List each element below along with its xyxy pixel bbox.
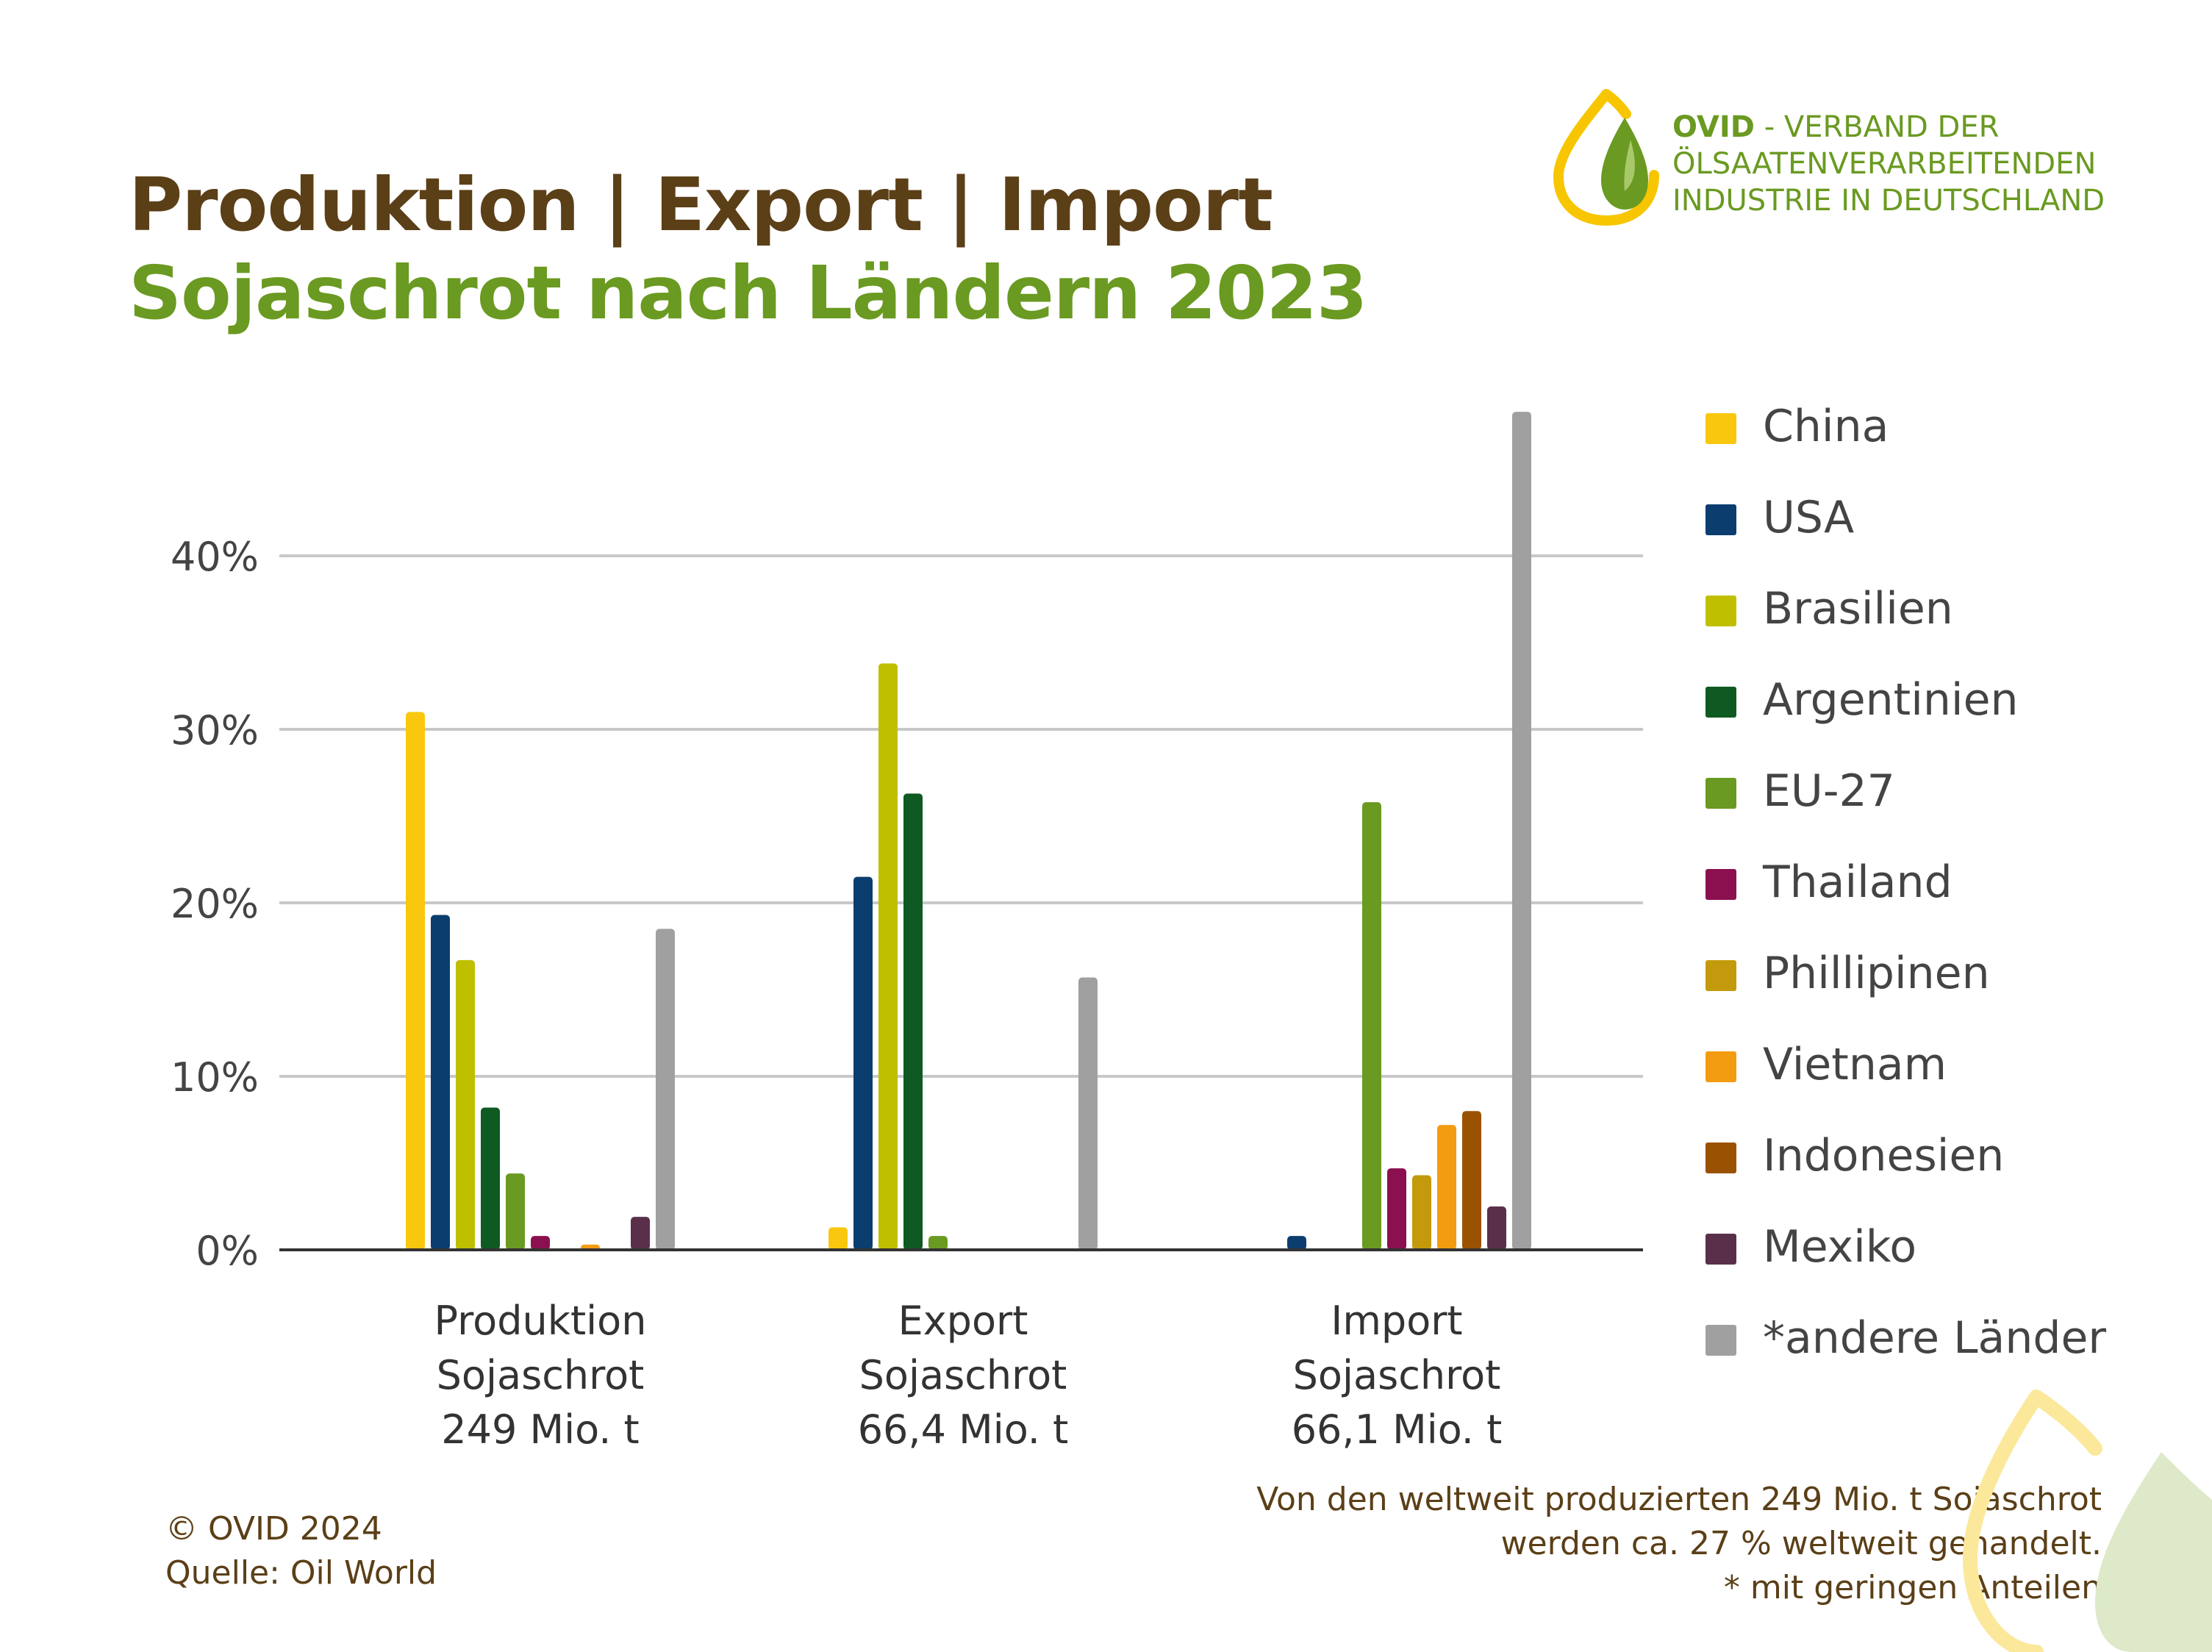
legend-swatch — [1705, 687, 1736, 718]
bar — [631, 1217, 650, 1250]
legend-swatch — [1705, 504, 1736, 535]
source-text: Quelle: Oil World — [165, 1554, 437, 1592]
x-category-label-line: Import — [1331, 1298, 1463, 1344]
legend-item: USA — [1705, 488, 2183, 554]
note-line-2: werden ca. 27 % weltweit gehandelt. — [1500, 1525, 2102, 1562]
bar — [1437, 1125, 1456, 1250]
note-line-1: Von den weltweit produzierten 249 Mio. t… — [1256, 1481, 2102, 1518]
chart-subtitle: Sojaschrot nach Ländern 2023 — [129, 250, 1367, 336]
decorative-drop-icon — [1962, 1390, 2212, 1652]
bar — [828, 1227, 848, 1250]
bar — [878, 663, 898, 1250]
bar — [1487, 1206, 1506, 1250]
legend-label: Brasilien — [1763, 583, 1953, 634]
y-tick-label: 10% — [171, 1054, 259, 1101]
legend-swatch — [1705, 596, 1736, 626]
bar — [928, 1236, 948, 1250]
legend-item: Phillipinen — [1705, 944, 2183, 1010]
x-category-label-line: Sojaschrot — [1292, 1352, 1501, 1398]
bar — [531, 1236, 550, 1250]
copyright-text: © OVID 2024 — [165, 1510, 382, 1548]
legend-label: Mexiko — [1763, 1221, 1917, 1273]
legend-label: Vietnam — [1763, 1039, 1947, 1090]
logo-line1: - VERBAND DER — [1754, 110, 2000, 144]
legend-item: Brasilien — [1705, 579, 2183, 646]
footer-credits: © OVID 2024 Quelle: Oil World — [165, 1507, 437, 1595]
chart-title: Produktion | Export | Import — [129, 162, 1273, 248]
bar — [903, 793, 923, 1250]
oil-drop-icon — [1553, 89, 1659, 226]
legend-label: Argentinien — [1763, 674, 2019, 726]
bar — [1387, 1168, 1406, 1250]
x-category-label-line: Sojaschrot — [859, 1352, 1067, 1398]
legend-item: *andere Länder — [1705, 1309, 2183, 1375]
bar — [431, 915, 450, 1250]
legend-swatch — [1705, 960, 1736, 991]
legend-swatch — [1705, 1051, 1736, 1082]
legend-swatch — [1705, 778, 1736, 809]
bar — [853, 876, 873, 1250]
legend-label: China — [1763, 401, 1889, 452]
bar — [456, 959, 475, 1250]
y-tick-label: 40% — [171, 534, 259, 580]
legend-swatch — [1705, 413, 1736, 444]
legend-label: Phillipinen — [1763, 948, 1990, 999]
x-category-label-line: 66,4 Mio. t — [857, 1406, 1069, 1453]
legend-item: Mexiko — [1705, 1217, 2183, 1284]
bar — [1362, 802, 1381, 1250]
y-tick-label: 0% — [196, 1228, 259, 1274]
bar — [1287, 1236, 1306, 1250]
bar — [506, 1173, 525, 1250]
legend-item: Indonesien — [1705, 1126, 2183, 1192]
legend-label: Thailand — [1763, 857, 1952, 908]
legend-label: *andere Länder — [1763, 1312, 2107, 1364]
x-category-label: Import Sojaschrot 66,1 Mio. t — [1250, 1294, 1544, 1457]
bar — [1462, 1111, 1481, 1250]
legend-item: Argentinien — [1705, 671, 2183, 737]
ovid-logo: OVID - VERBAND DER ÖLSAATENVERARBEITENDE… — [1544, 88, 2212, 228]
legend-label: Indonesien — [1763, 1130, 2005, 1181]
legend-swatch — [1705, 869, 1736, 900]
legend-swatch — [1705, 1234, 1736, 1265]
legend-item: China — [1705, 397, 2183, 463]
bar-chart: 0% 10% 20% 30% 40% — [171, 412, 1643, 1274]
legend-item: Vietnam — [1705, 1035, 2183, 1101]
footer-note: Von den weltweit produzierten 249 Mio. t… — [1256, 1478, 2102, 1610]
logo-line2: ÖLSAATENVERARBEITENDEN — [1672, 147, 2097, 181]
logo-line3: INDUSTRIE IN DEUTSCHLAND — [1672, 184, 2105, 218]
x-category-label-line: 66,1 Mio. t — [1291, 1406, 1503, 1453]
note-line-3: * mit geringen Anteilen — [1723, 1569, 2102, 1606]
legend-item: Thailand — [1705, 853, 2183, 919]
bar — [1412, 1175, 1431, 1250]
legend-swatch — [1705, 1143, 1736, 1173]
x-category-label-line: Sojaschrot — [436, 1352, 645, 1398]
x-category-label: Produktion Sojaschrot 249 Mio. t — [393, 1294, 687, 1457]
legend-label: USA — [1763, 492, 1855, 543]
x-category-label-line: 249 Mio. t — [441, 1406, 640, 1453]
legend-item: EU-27 — [1705, 762, 2183, 828]
x-category-label: Export Sojaschrot 66,4 Mio. t — [816, 1294, 1110, 1457]
y-tick-label: 30% — [171, 707, 259, 754]
legend-swatch — [1705, 1325, 1736, 1356]
bar — [406, 712, 425, 1250]
x-category-label-line: Export — [898, 1298, 1028, 1344]
x-category-label-line: Produktion — [434, 1298, 647, 1344]
bar — [656, 929, 675, 1250]
logo-text: OVID - VERBAND DER ÖLSAATENVERARBEITENDE… — [1672, 109, 2105, 219]
legend-label: EU-27 — [1763, 765, 1895, 817]
bar — [1512, 412, 1531, 1250]
bar — [1078, 977, 1098, 1250]
bar — [481, 1107, 500, 1250]
y-tick-label: 20% — [171, 881, 259, 927]
logo-brand: OVID — [1672, 110, 1755, 144]
